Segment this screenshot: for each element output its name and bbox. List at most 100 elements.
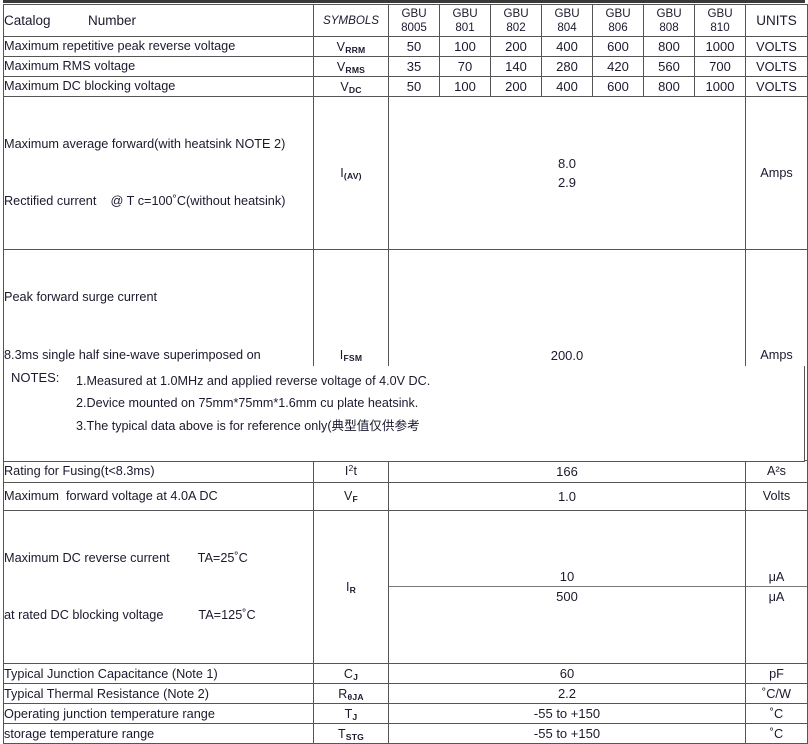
value-vdc-gbu810: 1000 — [694, 76, 746, 97]
symbol-base: T — [337, 726, 346, 741]
value-tstg-merged: -55 to +150 — [388, 723, 746, 744]
table-row: Typical Thermal Resistance (Note 2) RθJA… — [3, 683, 808, 705]
parameter-iav: Maximum average forward(with heatsink NO… — [3, 95, 314, 251]
value-vrrm-gbu806: 600 — [592, 36, 644, 57]
value-vrrm-gbu804: 400 — [541, 36, 593, 57]
units-i2t: A²s — [745, 459, 808, 483]
parameter-tj: Operating junction temperature range — [3, 703, 314, 725]
units-ir-25c: μA — [746, 567, 807, 588]
symbol-subscript: STG — [345, 731, 365, 742]
symbol-base: I — [340, 166, 344, 181]
table-row: storage temperature range TSTG -55 to +1… — [3, 723, 808, 744]
value-vrms-gbu808: 560 — [643, 56, 695, 77]
part-suffix: 801 — [455, 20, 475, 34]
value-vrms-gbu804: 280 — [541, 56, 593, 77]
part-suffix: 804 — [557, 20, 577, 34]
units-vrms: VOLTS — [745, 56, 808, 77]
part-prefix: GBU — [401, 6, 427, 20]
parameter-rthja: Typical Thermal Resistance (Note 2) — [3, 683, 314, 705]
table-row: Rating for Fusing(t<8.3ms) I2t 166 A²s — [3, 459, 808, 483]
value-vrrm-gbu802: 200 — [490, 36, 542, 57]
parameter-line-2: at rated DC blocking voltage TA=125˚C — [4, 608, 256, 623]
table-header-row: Catalog Number SYMBOLS GBU 8005 GBU 801 … — [3, 4, 808, 37]
part-suffix: 8005 — [401, 20, 427, 34]
symbol-base: V — [336, 39, 346, 54]
parameter-line-2: 8.3ms single half sine-wave superimposed… — [4, 347, 261, 362]
header-symbols: SYMBOLS — [313, 4, 389, 37]
part-prefix: GBU — [656, 6, 682, 20]
units-ir-125c: μA — [768, 590, 785, 605]
header-part-gbu801: GBU 801 — [439, 4, 491, 37]
symbol-subscript: R — [349, 585, 357, 596]
header-part-gbu802: GBU 802 — [490, 4, 542, 37]
value-iav-merged: 8.0 2.9 — [388, 95, 746, 251]
parameter-vf: Maximum forward voltage at 4.0A DC — [3, 481, 314, 511]
parameter-line-1: Maximum average forward(with heatsink NO… — [4, 137, 286, 152]
part-prefix: GBU — [605, 6, 631, 20]
symbol-tj: TJ — [313, 703, 389, 725]
units-cj: pF — [745, 663, 808, 685]
symbol-subscript: RMS — [345, 64, 366, 75]
notes-list: 1.Measured at 1.0MHz and applied reverse… — [4, 370, 804, 437]
value-vdc-gbu8005: 50 — [388, 76, 440, 97]
units-tstg: ˚C — [745, 723, 808, 744]
symbol-vrrm: VRRM — [313, 36, 389, 57]
symbol-subscript: DC — [348, 84, 362, 95]
symbol-subscript: J — [353, 671, 359, 682]
units-vrrm: VOLTS — [745, 36, 808, 57]
value-vrms-gbu802: 140 — [490, 56, 542, 77]
units-tj: ˚C — [745, 703, 808, 725]
table-row: Operating junction temperature range TJ … — [3, 703, 808, 725]
value-i2t-merged: 166 — [388, 459, 746, 483]
part-prefix: GBU — [452, 6, 478, 20]
symbol-base: R — [338, 686, 348, 701]
value-vdc-gbu802: 200 — [490, 76, 542, 97]
value-ir-split: 10 500 — [388, 509, 746, 665]
parameter-vrms: Maximum RMS voltage — [3, 56, 314, 77]
part-suffix: 806 — [608, 20, 628, 34]
value-vrrm-gbu801: 100 — [439, 36, 491, 57]
value-tj-merged: -55 to +150 — [388, 703, 746, 725]
symbol-subscript: F — [352, 494, 358, 505]
parameter-tstg: storage temperature range — [3, 723, 314, 744]
symbol-vdc: VDC — [313, 76, 389, 97]
part-suffix: 802 — [506, 20, 526, 34]
value-line-2: 2.9 — [557, 175, 577, 191]
part-suffix: 810 — [710, 20, 730, 34]
symbol-base: I — [339, 348, 344, 363]
value-vrrm-gbu810: 1000 — [694, 36, 746, 57]
note-item-3: 3.The typical data above is for referenc… — [76, 418, 420, 433]
symbol-base: V — [340, 79, 349, 94]
value-vrrm-gbu808: 800 — [643, 36, 695, 57]
symbol-base: I — [344, 464, 349, 479]
value-ir-25c: 10 — [389, 567, 745, 588]
value-vdc-gbu808: 800 — [643, 76, 695, 97]
parameter-i2t: Rating for Fusing(t<8.3ms) — [3, 459, 314, 483]
parameter-line-1: Maximum DC reverse current TA=25˚C — [4, 550, 248, 565]
symbol-subscript: FSM — [343, 353, 363, 364]
value-vrms-gbu806: 420 — [592, 56, 644, 77]
symbol-ir: IR — [313, 509, 389, 665]
part-suffix: 808 — [659, 20, 679, 34]
parameter-ir: Maximum DC reverse current TA=25˚C at ra… — [3, 509, 314, 665]
value-ir-125c: 500 — [556, 589, 578, 605]
units-vdc: VOLTS — [745, 76, 808, 97]
symbol-iav: I(AV) — [313, 95, 389, 251]
symbol-i2t: I2t — [313, 459, 389, 483]
datasheet-page: Catalog Number SYMBOLS GBU 8005 GBU 801 … — [3, 0, 808, 744]
symbol-subscript: J — [352, 711, 358, 722]
value-vdc-gbu804: 400 — [541, 76, 593, 97]
value-line-1: 8.0 — [557, 155, 577, 171]
symbol-vf: VF — [313, 481, 389, 511]
part-prefix: GBU — [554, 6, 580, 20]
parameter-line-2: Rectified current @ T c=100˚C(without he… — [4, 194, 286, 209]
table-row: Maximum average forward(with heatsink NO… — [3, 95, 808, 251]
symbol-subscript: (AV) — [343, 171, 362, 182]
symbol-subscript: θJA — [347, 691, 364, 702]
table-row: Maximum RMS voltage VRMS 35 70 140 280 4… — [3, 56, 808, 77]
header-part-gbu808: GBU 808 — [643, 4, 695, 37]
value-vrms-gbu8005: 35 — [388, 56, 440, 77]
notes-label: NOTES: — [11, 370, 60, 385]
note-item-2: 2.Device mounted on 75mm*75mm*1.6mm cu p… — [76, 396, 419, 411]
units-iav: Amps — [745, 95, 808, 251]
